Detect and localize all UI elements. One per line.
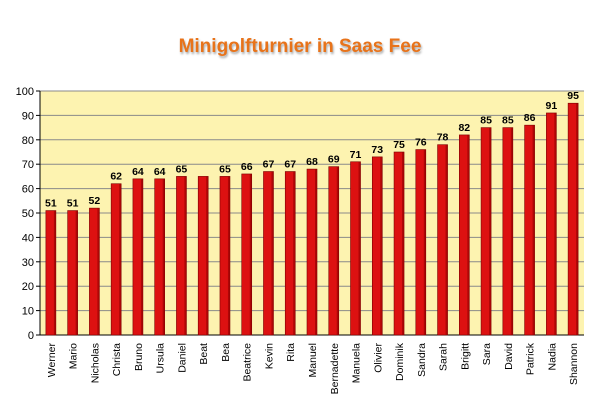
x-tick-label: Sandra: [416, 343, 428, 377]
x-tick-label: Werner: [46, 342, 58, 377]
y-tick-label: 100: [16, 86, 34, 98]
bar-shade: [467, 134, 470, 335]
x-tick-label: Christa: [111, 343, 123, 376]
data-label: 68: [306, 156, 318, 168]
y-tick-label: 50: [22, 208, 34, 220]
data-label: 64: [132, 166, 144, 178]
x-tick-label: Dominik: [394, 342, 406, 381]
y-tick-label: 80: [22, 135, 34, 147]
chart-title: Minigolfturnier in Saas Fee: [178, 36, 422, 57]
bar-shade: [532, 125, 535, 335]
bar-shade: [576, 103, 579, 335]
x-tick-label: Ursula: [155, 343, 167, 374]
bar-shade: [510, 127, 513, 335]
bar-shade: [554, 112, 557, 336]
bar-shade: [97, 208, 100, 335]
data-label: 62: [110, 171, 122, 183]
data-label: 51: [45, 198, 57, 210]
bar-shade: [119, 183, 122, 335]
data-label: 71: [350, 149, 362, 161]
bar-shade: [75, 210, 78, 335]
y-tick-label: 40: [22, 232, 34, 244]
data-label: 73: [371, 144, 383, 156]
x-tick-label: Sara: [481, 343, 493, 365]
x-tick-label: Nicholas: [89, 343, 101, 383]
x-tick-label: Manuela: [351, 343, 363, 383]
data-label: 69: [328, 154, 340, 166]
x-tick-label: Sarah: [438, 343, 450, 371]
x-tick-label: Bruno: [133, 343, 145, 371]
data-label: 51: [67, 198, 79, 210]
x-tick-label: Shannon: [568, 343, 580, 385]
bar-shade: [336, 166, 339, 335]
x-tick-label: Beat: [198, 343, 210, 365]
x-tick-label: Bea: [220, 343, 232, 362]
data-label: 65: [176, 163, 188, 175]
data-label: 78: [437, 132, 449, 144]
data-label: 52: [89, 195, 101, 207]
x-tick-label: Bernadette: [329, 343, 341, 395]
y-tick-label: 10: [22, 306, 34, 318]
bar-shade: [184, 176, 187, 335]
x-tick-label: Nadia: [546, 343, 558, 371]
data-label: 67: [284, 159, 296, 171]
x-tick-label: Mario: [68, 343, 80, 369]
bar-shade: [206, 176, 209, 335]
x-tick-label: Manuel: [307, 343, 319, 377]
x-tick-label: Olivier: [372, 343, 384, 373]
bar-shade: [162, 178, 165, 335]
data-label: 95: [567, 90, 579, 102]
x-tick-label: Kevin: [263, 343, 275, 369]
bar-shade: [489, 127, 492, 335]
data-label: 86: [524, 112, 536, 124]
data-label: 76: [415, 137, 427, 149]
bar-shade: [423, 149, 426, 335]
y-tick-label: 60: [22, 184, 34, 196]
data-label: 85: [502, 115, 514, 127]
bar-shade: [402, 152, 405, 335]
x-tick-label: Rita: [285, 343, 297, 362]
bar-shade: [315, 169, 317, 335]
x-tick-label: Brigitt: [459, 343, 471, 370]
data-label: 65: [219, 163, 231, 175]
data-label: 82: [458, 122, 470, 134]
bar-shade: [445, 144, 448, 335]
data-label: 91: [546, 100, 558, 112]
y-tick-label: 30: [22, 257, 34, 269]
bar-shade: [140, 178, 143, 335]
y-tick-label: 0: [28, 330, 34, 342]
data-label: 66: [241, 161, 253, 173]
x-tick-label: Patrick: [525, 342, 537, 375]
data-label: 85: [480, 115, 492, 127]
bar-shade: [249, 173, 252, 335]
bar-shade: [227, 176, 230, 335]
y-tick-label: 90: [22, 110, 34, 122]
bar-shade: [271, 171, 274, 335]
data-label: 67: [263, 159, 275, 171]
data-label: 75: [393, 139, 405, 151]
x-tick-label: Beatrice: [242, 343, 254, 382]
y-tick-label: 70: [22, 159, 34, 171]
x-tick-label: David: [503, 343, 515, 370]
bar-shade: [380, 156, 383, 335]
bar-shade: [358, 161, 361, 335]
x-tick-label: Daniel: [176, 343, 188, 373]
bar-shade: [53, 210, 56, 335]
bar-shade: [293, 171, 296, 335]
data-label: 64: [154, 166, 166, 178]
y-tick-label: 20: [22, 281, 34, 293]
